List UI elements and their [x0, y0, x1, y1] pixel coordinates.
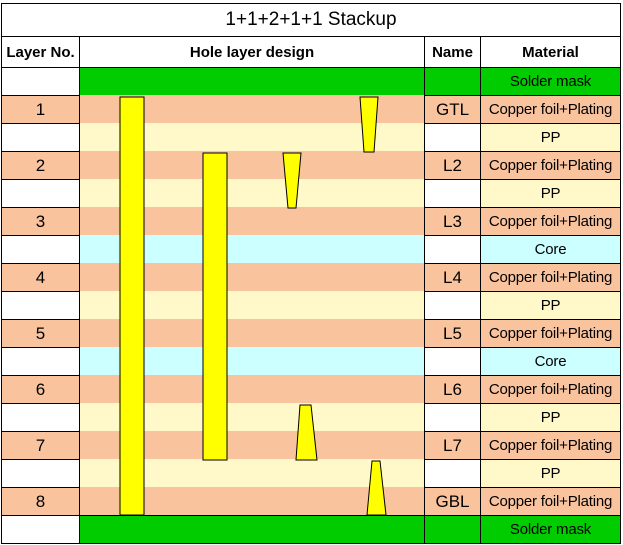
hole-design-cell — [79, 515, 425, 544]
through-hole-via — [119, 96, 145, 516]
layer-number: 6 — [1, 375, 80, 404]
layer-number: 4 — [1, 263, 80, 292]
layer-name — [424, 67, 481, 96]
buried-microvia-lower — [295, 404, 318, 461]
layer-material: Copper foil+Plating — [480, 151, 621, 180]
layer-material: PP — [480, 179, 621, 208]
layer-material: PP — [480, 459, 621, 488]
layer-number — [1, 347, 80, 376]
layer-name — [424, 515, 481, 544]
layer-material: PP — [480, 123, 621, 152]
buried-hole-via — [202, 152, 228, 461]
layer-material: Solder mask — [480, 515, 621, 544]
layer-material: Copper foil+Plating — [480, 375, 621, 404]
layer-number: 2 — [1, 151, 80, 180]
layer-number — [1, 515, 80, 544]
layer-number — [1, 235, 80, 264]
layer-material: Copper foil+Plating — [480, 319, 621, 348]
layer-number — [1, 67, 80, 96]
layer-name: L5 — [424, 319, 481, 348]
layer-name — [424, 403, 481, 432]
layer-name: L6 — [424, 375, 481, 404]
layer-name: L7 — [424, 431, 481, 460]
layer-name — [424, 123, 481, 152]
layer-material: Core — [480, 347, 621, 376]
layer-material: Solder mask — [480, 67, 621, 96]
buried-microvia-upper — [282, 152, 302, 209]
layer-name — [424, 459, 481, 488]
layer-material: Copper foil+Plating — [480, 207, 621, 236]
layer-name: GBL — [424, 487, 481, 516]
layer-material: PP — [480, 403, 621, 432]
layer-name: L2 — [424, 151, 481, 180]
layer-number — [1, 179, 80, 208]
layer-name: GTL — [424, 95, 481, 124]
blind-microvia-top — [359, 96, 379, 153]
blind-microvia-bottom — [366, 460, 387, 516]
layer-number: 8 — [1, 487, 80, 516]
layer-material: Copper foil+Plating — [480, 431, 621, 460]
